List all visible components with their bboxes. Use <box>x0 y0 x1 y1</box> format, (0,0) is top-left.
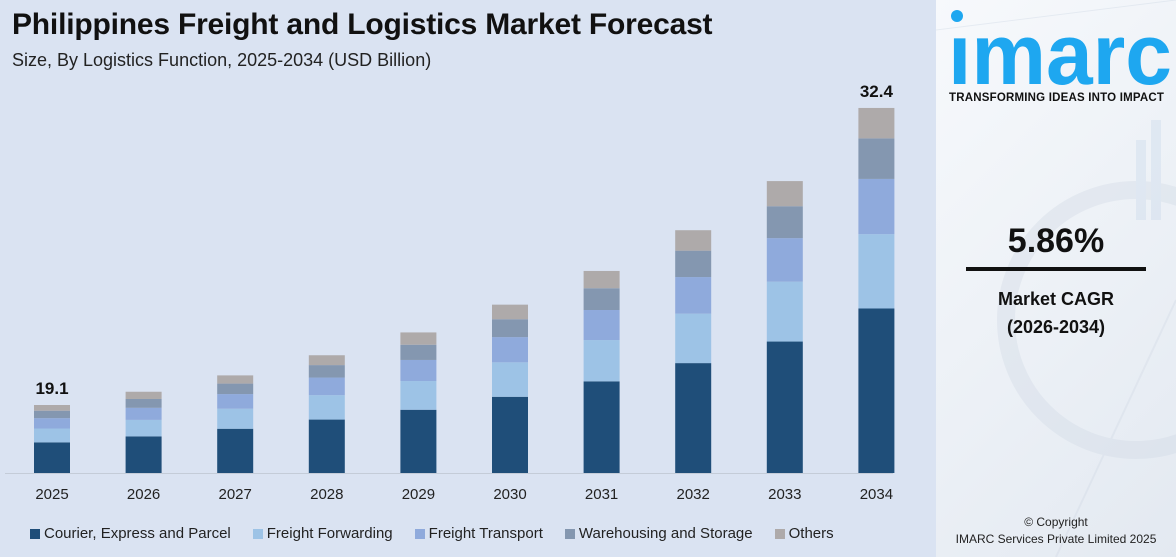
x-tick-label: 2029 <box>402 486 435 503</box>
bar-segment-courier-express-and-parcel-2032 <box>675 363 712 473</box>
x-tick-label: 2025 <box>35 486 68 503</box>
x-tick-label: 2033 <box>768 486 801 503</box>
bar-segment-warehousing-and-storage-2033 <box>766 206 803 239</box>
legend-label: Freight Transport <box>428 525 543 542</box>
bar-segment-courier-express-and-parcel-2027 <box>217 428 254 473</box>
bar-segment-others-2027 <box>217 375 254 384</box>
imarc-logo: ımarc <box>948 10 1172 90</box>
bar-segment-freight-transport-2031 <box>583 310 620 341</box>
bar-segment-warehousing-and-storage-2029 <box>400 344 437 360</box>
bar-segment-others-2025 <box>34 405 70 411</box>
bar-segment-freight-transport-2025 <box>34 418 70 429</box>
legend-swatch <box>252 528 263 539</box>
bar-segment-others-2031 <box>583 270 620 289</box>
bar-segment-warehousing-and-storage-2028 <box>308 365 345 378</box>
divider <box>966 267 1146 271</box>
legend-item: Others <box>774 525 834 542</box>
bar-segment-freight-forwarding-2027 <box>217 408 254 429</box>
legend-item: Freight Forwarding <box>252 525 393 542</box>
legend-item: Freight Transport <box>414 525 543 542</box>
bar-segment-courier-express-and-parcel-2033 <box>766 341 803 473</box>
legend-swatch <box>30 528 40 539</box>
bar-segment-freight-transport-2028 <box>308 377 345 396</box>
chart-panel: Philippines Freight and Logistics Market… <box>5 8 895 542</box>
bar-segment-freight-forwarding-2032 <box>675 313 712 364</box>
bar-segment-others-2026 <box>125 391 162 399</box>
tagline: TRANSFORMING IDEAS INTO IMPACT <box>949 92 1165 104</box>
copyright-line1: © Copyright <box>1024 515 1088 529</box>
legend-label: Others <box>788 525 834 542</box>
data-label-total: 32.4 <box>860 82 894 101</box>
bar-segment-warehousing-and-storage-2031 <box>583 288 620 311</box>
bar-segment-warehousing-and-storage-2026 <box>125 398 162 408</box>
background-decoration <box>936 0 1176 557</box>
legend-item: Courier, Express and Parcel <box>30 525 231 542</box>
bar-segment-others-2028 <box>308 355 345 366</box>
legend-swatch <box>564 528 575 539</box>
bar-segment-freight-transport-2032 <box>675 277 712 314</box>
plot-area: 2025 19.1 2026 2027 2028 2029 2030 2031 2032 2033… <box>5 82 895 503</box>
cagr-period: (2026-2034) <box>1006 317 1106 337</box>
legend: Courier, Express and Parcel Freight Forwa… <box>30 525 834 542</box>
bar-segment-others-2034 <box>858 107 895 139</box>
bar-segment-warehousing-and-storage-2032 <box>675 250 712 278</box>
bar-segment-freight-transport-2029 <box>400 359 437 382</box>
legend-swatch <box>774 528 785 539</box>
bar-segment-freight-transport-2033 <box>766 238 803 282</box>
x-tick-label: 2028 <box>310 486 343 503</box>
cagr-value: 5.86% <box>1007 222 1105 260</box>
cagr-label-text: Market CAGR <box>997 289 1115 309</box>
chart-subtitle: Size, By Logistics Function, 2025-2034 (… <box>12 50 432 70</box>
copyright-line2: IMARC Services Private Limited 2025 <box>955 532 1157 546</box>
bar-segment-others-2032 <box>675 230 712 251</box>
bar-segment-courier-express-and-parcel-2026 <box>125 436 162 473</box>
bar-segment-others-2030 <box>492 304 528 320</box>
copyright: © Copyright IMARC Services Private Limit… <box>936 514 1176 548</box>
bar-segment-others-2033 <box>766 181 803 207</box>
bar-segment-freight-transport-2030 <box>492 337 528 363</box>
bar-segment-warehousing-and-storage-2027 <box>217 383 254 395</box>
bar-segment-freight-forwarding-2033 <box>766 281 803 342</box>
bar-segment-freight-forwarding-2025 <box>34 428 70 443</box>
bar-segment-freight-forwarding-2031 <box>583 340 620 382</box>
legend-swatch <box>414 528 425 539</box>
x-tick-label: 2027 <box>219 486 252 503</box>
legend-label: Warehousing and Storage <box>578 525 753 542</box>
bar-segment-courier-express-and-parcel-2028 <box>308 419 345 473</box>
bar-segment-others-2029 <box>400 332 437 345</box>
bar-segment-freight-forwarding-2026 <box>125 419 162 437</box>
bar-segment-freight-transport-2034 <box>858 178 895 235</box>
side-panel: ımarc TRANSFORMING IDEAS INTO IMPACT 5.8… <box>936 0 1176 557</box>
data-label-total: 19.1 <box>35 379 68 398</box>
bar-segment-courier-express-and-parcel-2025 <box>34 442 70 473</box>
legend-label: Freight Forwarding <box>266 525 393 542</box>
x-tick-label: 2026 <box>127 486 160 503</box>
chart-title: Philippines Freight and Logistics Market… <box>12 8 713 41</box>
bar-segment-freight-transport-2026 <box>125 407 162 420</box>
svg-text:ımarc: ımarc <box>948 10 1172 90</box>
cagr-label: Market CAGR (2026-2034) <box>936 285 1176 341</box>
bar-segment-courier-express-and-parcel-2034 <box>858 308 895 473</box>
bar-segment-courier-express-and-parcel-2030 <box>492 396 528 473</box>
bar-segment-freight-transport-2027 <box>217 394 254 409</box>
bar-segment-freight-forwarding-2029 <box>400 381 437 410</box>
legend-item: Warehousing and Storage <box>564 525 753 542</box>
bar-segment-warehousing-and-storage-2034 <box>858 138 895 179</box>
x-tick-label: 2031 <box>585 486 618 503</box>
x-tick-label: 2032 <box>677 486 710 503</box>
bar-segment-courier-express-and-parcel-2031 <box>583 381 620 473</box>
bar-segment-freight-forwarding-2034 <box>858 234 895 309</box>
bar-segment-freight-forwarding-2028 <box>308 395 345 420</box>
bar-segment-freight-forwarding-2030 <box>492 362 528 397</box>
bar-segment-courier-express-and-parcel-2029 <box>400 409 437 473</box>
x-tick-label: 2034 <box>860 486 893 503</box>
legend-label: Courier, Express and Parcel <box>44 525 231 542</box>
x-tick-label: 2030 <box>493 486 526 503</box>
bar-segment-warehousing-and-storage-2025 <box>34 410 70 419</box>
bar-segment-warehousing-and-storage-2030 <box>492 319 528 338</box>
